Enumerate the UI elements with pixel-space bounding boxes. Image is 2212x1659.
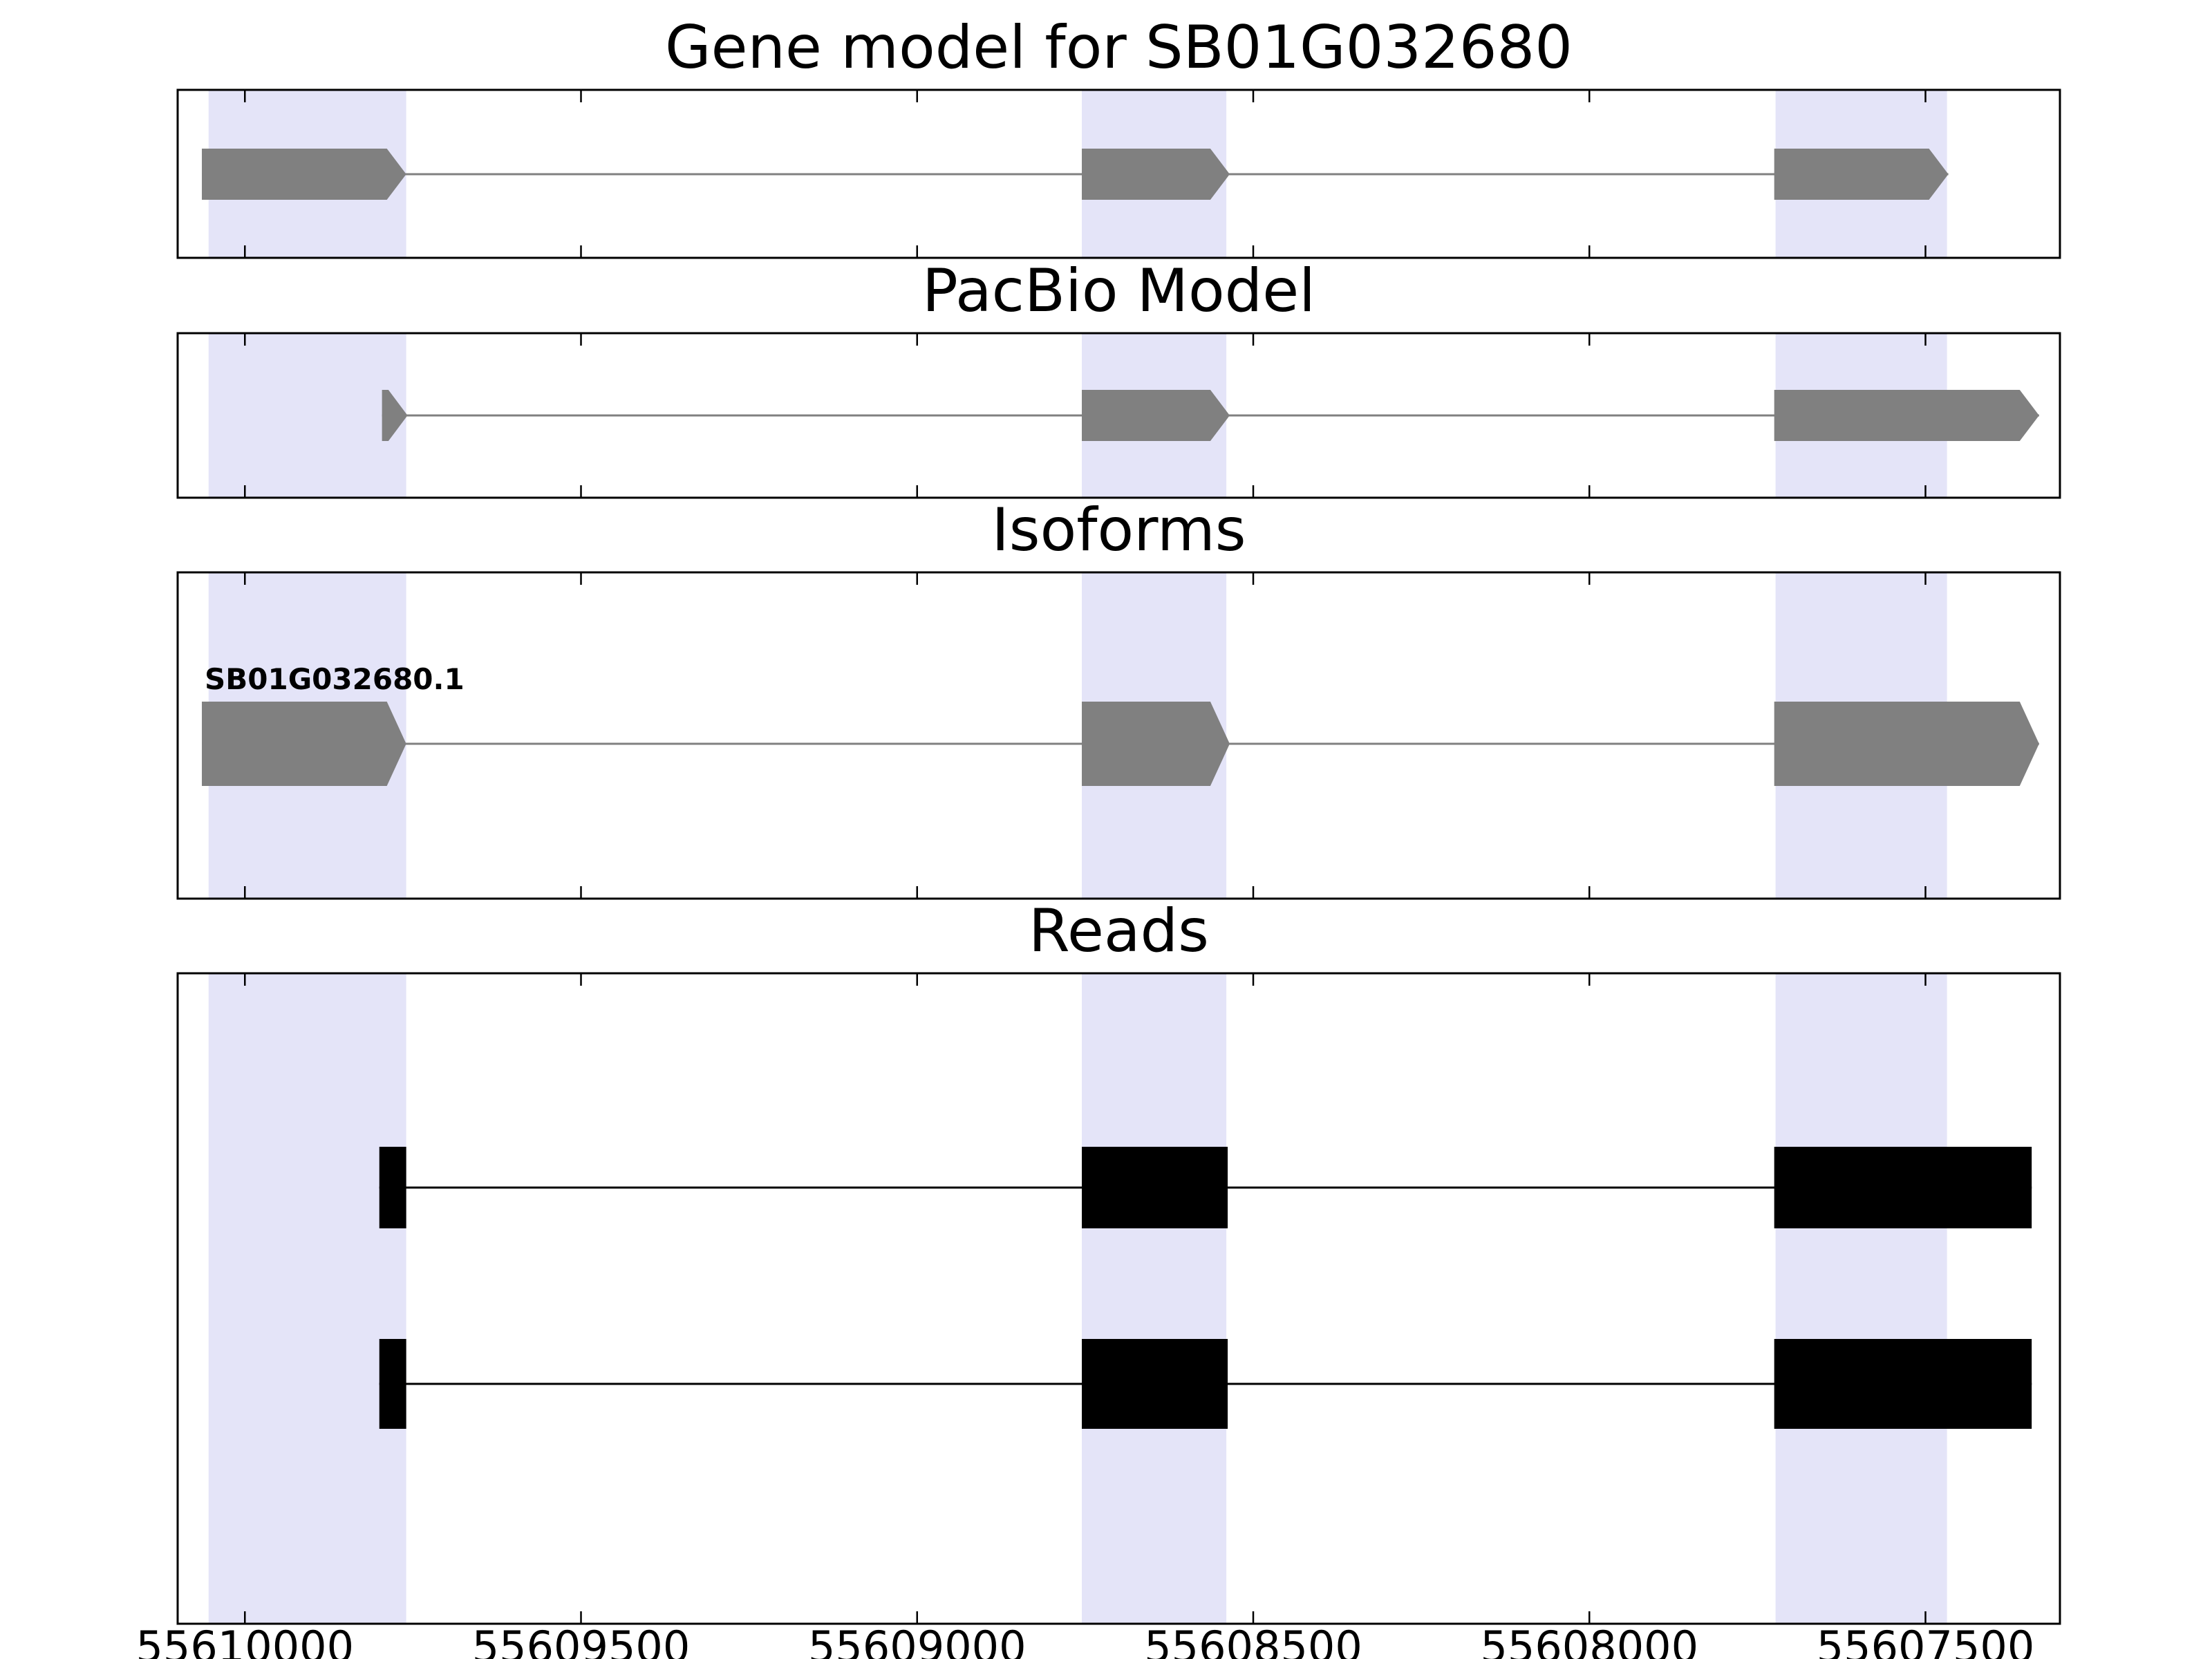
panel-title-reads: Reads bbox=[1029, 897, 1209, 966]
panel-title-isoforms: Isoforms bbox=[991, 496, 1246, 565]
highlight-region bbox=[208, 333, 406, 498]
panel-title-gene-model: Gene model for SB01G032680 bbox=[665, 13, 1573, 82]
x-tick-label: 55609000 bbox=[807, 1622, 1027, 1659]
exon-block bbox=[379, 1147, 406, 1228]
highlight-region bbox=[1082, 973, 1227, 1624]
exon-block bbox=[379, 1339, 406, 1429]
exon-arrow bbox=[1774, 702, 2039, 786]
exon-block bbox=[1082, 1147, 1228, 1228]
exon-arrow bbox=[202, 149, 406, 200]
exon-arrow bbox=[382, 390, 408, 441]
highlight-region bbox=[1775, 973, 1947, 1624]
panel-title-pacbio: PacBio Model bbox=[921, 256, 1316, 326]
exon-block bbox=[1082, 1339, 1228, 1429]
x-tick-label: 55608500 bbox=[1144, 1622, 1362, 1659]
exon-arrow bbox=[1082, 149, 1230, 200]
exon-block bbox=[1774, 1147, 2032, 1228]
panel-border bbox=[176, 88, 2061, 259]
exon-arrow bbox=[1774, 149, 1949, 200]
exon-block bbox=[1774, 1339, 2032, 1429]
panel-border bbox=[176, 972, 2061, 1625]
x-tick-label: 55607500 bbox=[1816, 1622, 2035, 1659]
exon-arrow bbox=[1082, 390, 1230, 441]
panel-border bbox=[176, 571, 2061, 900]
highlight-region bbox=[208, 973, 406, 1624]
x-tick-label: 55609500 bbox=[471, 1622, 691, 1659]
x-tick-label: 55608000 bbox=[1480, 1622, 1699, 1659]
exon-arrow bbox=[1774, 390, 2039, 441]
x-tick-label: 55610000 bbox=[135, 1622, 355, 1659]
exon-arrow bbox=[202, 702, 406, 786]
isoform-label: SB01G032680.1 bbox=[205, 662, 465, 696]
exon-arrow bbox=[1082, 702, 1230, 786]
panel-border bbox=[176, 332, 2061, 499]
